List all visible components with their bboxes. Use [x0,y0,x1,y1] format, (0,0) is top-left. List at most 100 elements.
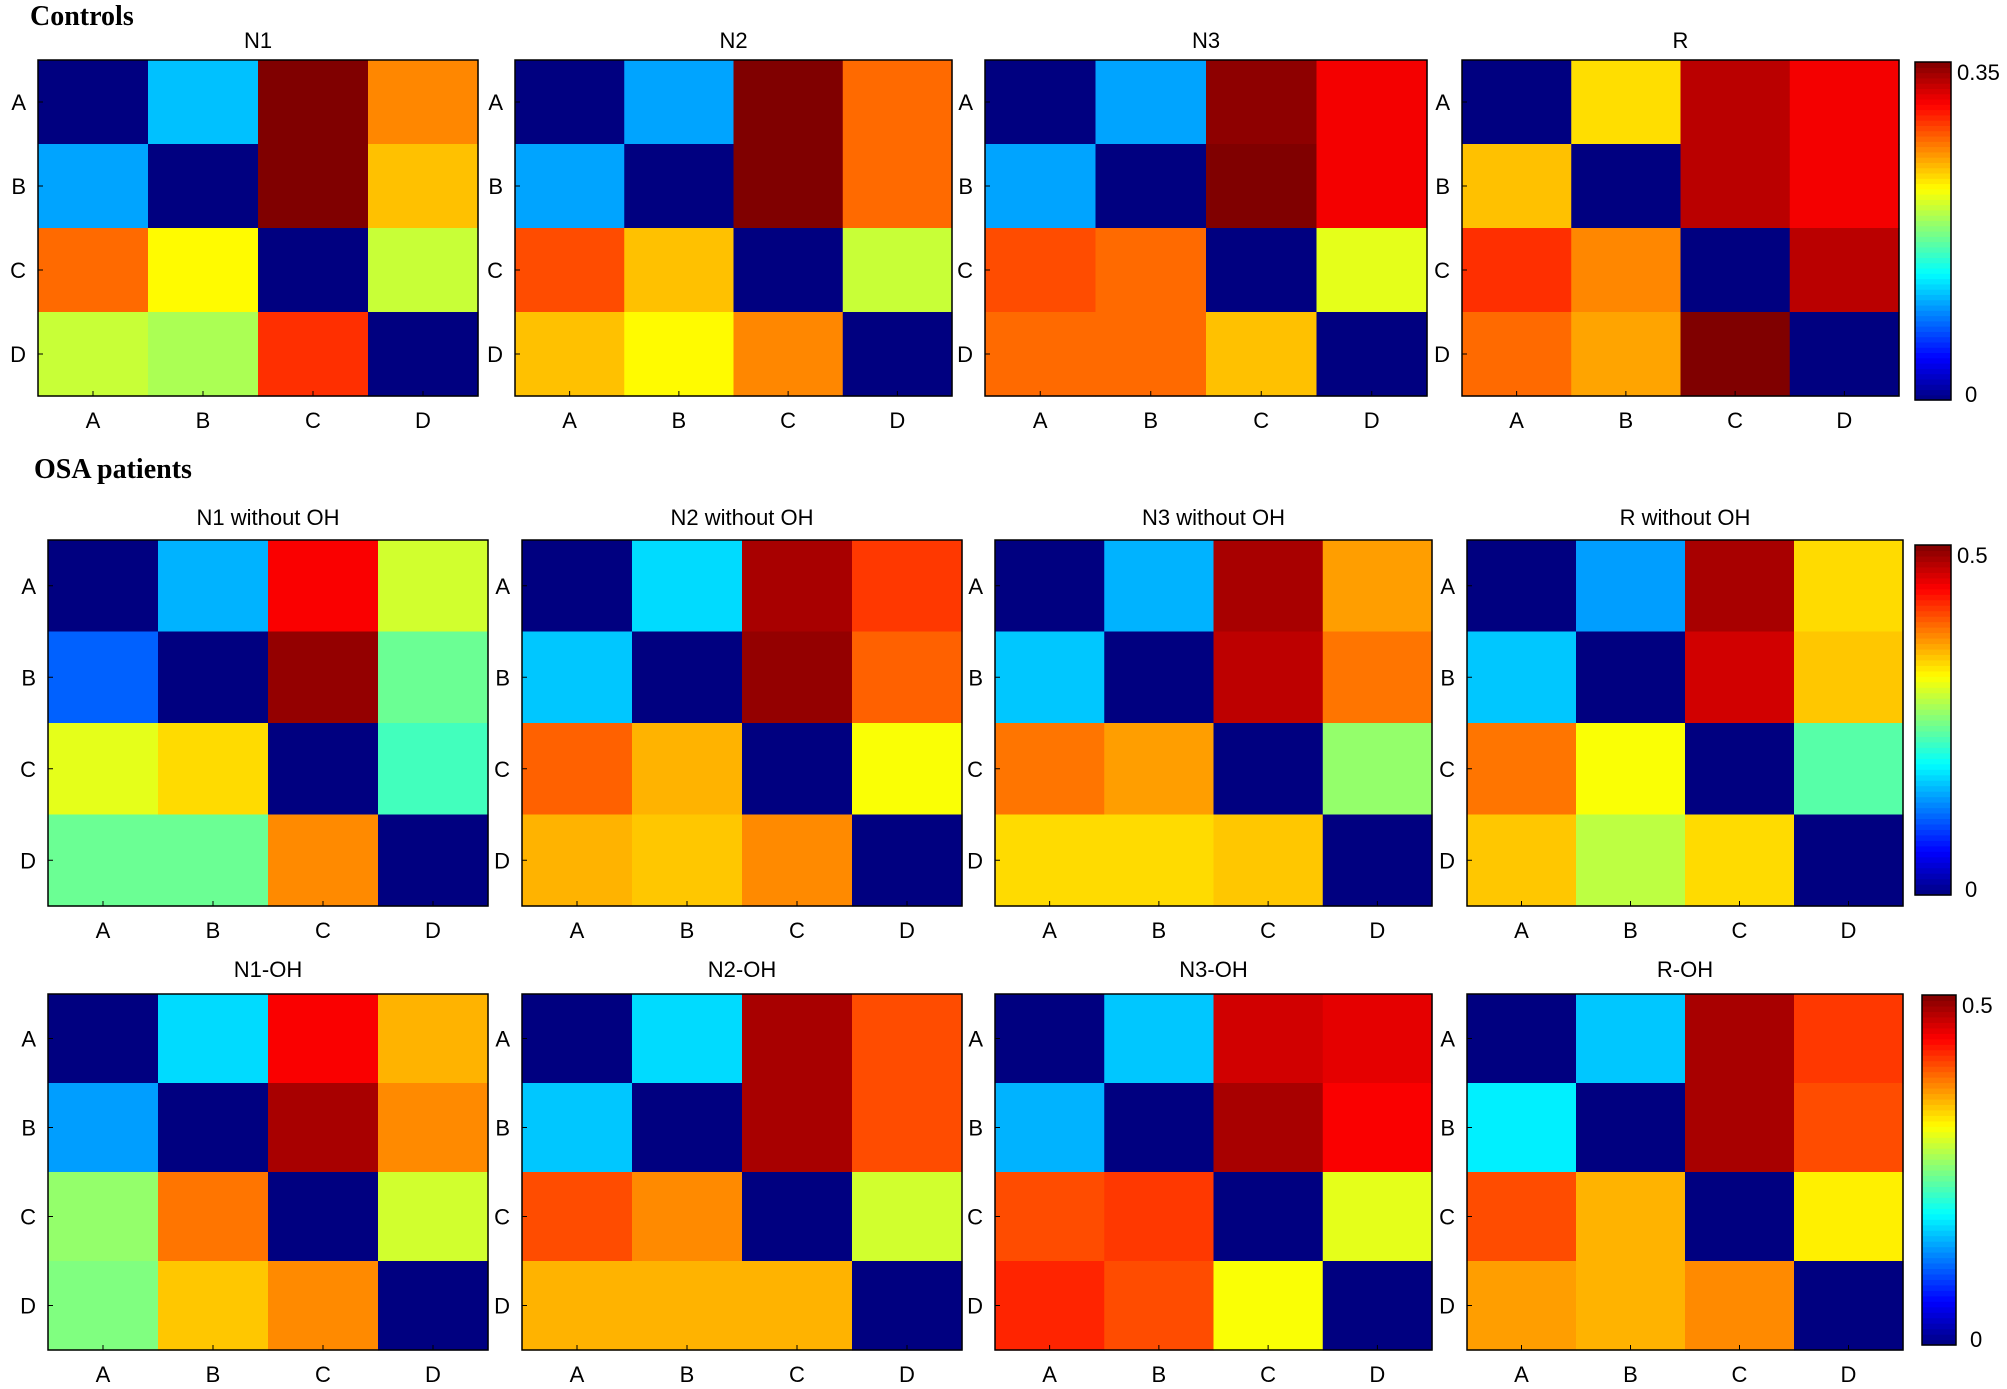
heatmap-cell-D-D [378,1261,489,1351]
heatmap-cell-C-B [1576,723,1686,816]
colorbar-segment [1922,1098,1956,1105]
heatmap-cell-D-D [1322,1261,1433,1351]
colorbar-segment [1922,1290,1956,1297]
colorbar-min-label: 0 [1965,877,1977,902]
heatmap-cell-A-C [1685,540,1795,633]
heatmap-cell-C-C [742,1172,853,1262]
colorbar-segment [1915,98,1951,105]
heatmap-cell-A-C [1213,994,1324,1084]
y-tick-label: D [967,1294,983,1319]
heatmap-cell-A-A [995,540,1105,633]
colorbar-segment [1922,1022,1956,1029]
heatmap-cell-B-D [1322,631,1433,724]
heatmap-cell-B-A [48,1083,159,1173]
heatmap-panel-2: N2 A B C D A B C D [487,28,953,433]
colorbar-segment [1915,878,1951,885]
heatmap-cell-B-D [1794,1083,1904,1173]
heatmap-cell-D-A [522,814,633,907]
colorbar-segment [1922,1131,1956,1138]
heatmap-cell-C-C [1685,1172,1795,1262]
heatmap-cell-B-D [368,144,479,229]
panel-title: N1 [244,28,272,53]
y-tick-label: D [1439,1294,1455,1319]
axes-frame [521,539,963,907]
colorbar-segment [1915,687,1951,694]
heatmap-cell-A-C [742,540,853,633]
heatmap-panel-10: N2-OH A B C D A B C D [494,957,963,1387]
colorbar-segment [1922,1219,1956,1226]
colorbar-segment [1915,172,1951,179]
axes-frame [984,59,1428,397]
y-tick-label: A [1440,574,1455,599]
heatmap-cell-C-B [158,723,269,816]
heatmap-cell-A-D [1322,994,1433,1084]
colorbar-segment [1922,1257,1956,1264]
heatmap-cell-C-A [995,1172,1105,1262]
heatmap-cell-A-B [148,60,259,145]
colorbar-segment [1915,289,1951,295]
x-tick-label: B [196,408,211,433]
heatmap-cell-A-D [852,540,963,633]
axes-frame [37,59,479,397]
heatmap-cell-A-C [1685,994,1795,1084]
heatmap-cell-A-B [158,994,269,1084]
y-tick-label: C [494,757,510,782]
colorbar-segment [1922,1224,1956,1231]
x-tick-label: C [1253,408,1269,433]
colorbar-segment [1915,796,1951,803]
x-tick-label: D [1841,918,1857,943]
heatmap-cell-B-A [1467,631,1577,724]
y-tick-label: B [21,1116,36,1141]
heatmap-cell-A-A [1462,60,1572,145]
heatmap-cell-D-A [48,814,159,907]
x-tick-label: B [206,1362,221,1387]
colorbar-segment [1915,326,1951,332]
heatmap-cell-B-A [1467,1083,1577,1173]
colorbar-segment [1922,1120,1956,1127]
colorbar-segment [1915,654,1951,661]
heatmap-cell-A-C [268,994,379,1084]
heatmap-cell-A-B [1576,540,1686,633]
colorbar-segment [1915,583,1951,590]
colorbar-segment [1915,818,1951,825]
heatmap-cell-D-D [852,814,963,907]
x-tick-label: D [415,408,431,433]
heatmap-cell-C-C [1685,723,1795,816]
heatmap-cell-C-A [48,723,159,816]
colorbar-segment [1922,1066,1956,1073]
colorbar-frame [1914,544,1952,896]
colorbar-segment [1915,676,1951,683]
y-tick-label: C [20,1205,36,1230]
heatmap-cell-D-A [1467,814,1577,907]
heatmap-cell-B-C [258,144,369,229]
heatmap-cell-B-A [522,631,633,724]
colorbar-segment [1915,741,1951,748]
colorbar-segment [1915,262,1951,269]
y-tick-label: A [1435,90,1450,115]
heatmap-cell-B-D [1322,1083,1433,1173]
heatmap-cell-C-C [268,1172,379,1262]
y-tick-label: B [11,174,26,199]
heatmap-cell-A-B [1104,994,1215,1084]
colorbar-segment [1922,1142,1956,1149]
x-tick-label: B [1152,1362,1167,1387]
heatmap-cell-B-B [1095,144,1207,229]
colorbar-segment [1915,130,1951,137]
colorbar-segment [1915,141,1951,148]
heatmap-cell-C-D [1322,1172,1433,1262]
heatmap-cell-C-B [632,723,743,816]
heatmap-cell-A-A [522,994,633,1084]
heatmap-cell-A-A [515,60,625,145]
colorbar-segment [1915,83,1951,90]
heatmap-cell-A-C [258,60,369,145]
heatmap-cell-B-B [148,144,259,229]
heatmap-cell-D-B [1104,814,1215,907]
heatmap-cell-C-D [1789,228,1900,313]
heatmap-cell-B-B [624,144,735,229]
heatmap-cell-D-C [742,1261,853,1351]
y-tick-label: C [1434,258,1450,283]
heatmap-cell-B-A [48,631,159,724]
y-tick-label: D [1434,342,1450,367]
colorbar-segment [1915,616,1951,623]
